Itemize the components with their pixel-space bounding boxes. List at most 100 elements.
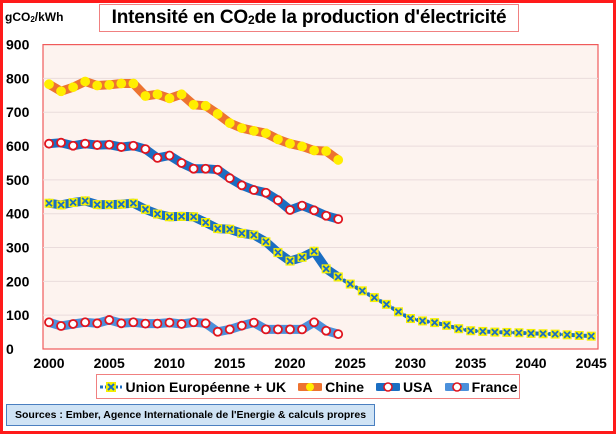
data-point-usa [80, 138, 91, 149]
y-tick-label: 500 [6, 172, 30, 188]
legend-marker-china-icon [298, 382, 323, 391]
data-point-france [116, 318, 127, 329]
data-point-union-europ-enne-uk [140, 204, 150, 214]
legend-marker-eu-icon [99, 381, 122, 392]
data-point-union-europ-enne-uk-projection [393, 307, 403, 317]
y-axis-label: gCO2/kWh [5, 10, 63, 24]
data-point-union-europ-enne-uk [80, 196, 90, 206]
data-point-union-europ-enne-uk [249, 230, 259, 240]
data-point-usa [309, 205, 320, 216]
y-tick-label: 700 [6, 104, 30, 120]
data-point-chine [333, 155, 344, 165]
y-tick-label: 800 [6, 70, 30, 86]
source-note: Sources : Ember, Agence Internationale d… [6, 404, 376, 426]
x-tick-label: 2040 [515, 355, 546, 371]
chart-title-rest: de la production d'électricité [254, 7, 507, 28]
data-point-chine [152, 89, 163, 100]
x-tick-label: 2000 [33, 355, 64, 371]
data-point-france [128, 317, 139, 328]
data-point-chine [285, 138, 295, 149]
data-point-usa [321, 210, 332, 221]
data-point-france [309, 317, 320, 328]
legend-label-china: Chine [325, 378, 365, 395]
data-point-union-europ-enne-uk-projection [381, 299, 391, 309]
series-line-union-europ-enne-uk-projection [336, 275, 594, 339]
y-tick-label: 0 [6, 341, 14, 357]
data-point-chine [92, 80, 103, 91]
x-tick-label: 2010 [154, 355, 185, 371]
data-point-union-europ-enne-uk [213, 224, 223, 234]
data-point-union-europ-enne-uk [44, 198, 54, 208]
data-point-union-europ-enne-uk [189, 212, 199, 222]
legend-item-eu[interactable]: Union Européenne + UK [99, 379, 286, 395]
data-point-france [44, 317, 54, 328]
data-point-chine [176, 89, 187, 100]
data-point-usa [152, 153, 163, 163]
data-point-chine [128, 78, 139, 89]
data-point-chine [104, 79, 115, 90]
legend-item-usa[interactable]: USA [376, 379, 433, 395]
data-point-usa [104, 139, 115, 150]
x-tick-label: 2030 [395, 355, 426, 371]
data-point-france [164, 317, 175, 328]
data-point-union-europ-enne-uk-projection [550, 329, 560, 339]
data-point-usa [44, 138, 54, 149]
data-point-usa [297, 200, 307, 211]
data-point-union-europ-enne-uk-projection [369, 293, 379, 303]
y-tick-label: 200 [6, 273, 30, 289]
data-point-chine [212, 109, 223, 119]
data-point-usa [128, 140, 139, 151]
y-tick-label: 400 [6, 206, 30, 222]
data-point-usa [236, 180, 247, 191]
data-point-france [248, 317, 259, 328]
data-point-union-europ-enne-uk [273, 248, 283, 258]
data-point-france [176, 319, 187, 329]
data-point-france [260, 324, 271, 335]
data-point-chine [56, 86, 66, 97]
data-point-union-europ-enne-uk [92, 200, 102, 210]
data-point-usa [140, 144, 151, 155]
data-point-union-europ-enne-uk [285, 256, 295, 266]
data-point-france [236, 320, 247, 331]
data-point-union-europ-enne-uk [116, 199, 126, 209]
data-point-france [152, 318, 163, 329]
data-point-union-europ-enne-uk-projection [574, 330, 584, 340]
data-point-union-europ-enne-uk [321, 264, 331, 274]
data-point-union-europ-enne-uk-projection [357, 286, 367, 296]
data-point-usa [212, 164, 223, 175]
data-point-usa [164, 150, 175, 161]
y-tick-label: 300 [6, 240, 30, 256]
data-point-france [212, 326, 223, 337]
data-point-usa [68, 140, 78, 151]
data-point-union-europ-enne-uk [261, 237, 271, 247]
data-point-france [80, 317, 91, 328]
data-point-union-europ-enne-uk [165, 212, 174, 222]
legend-item-china[interactable]: Chine [298, 379, 364, 395]
data-point-union-europ-enne-uk-projection [466, 326, 476, 336]
data-point-chine [273, 134, 283, 145]
legend-item-france[interactable]: France [444, 379, 518, 395]
data-point-union-europ-enne-uk [237, 228, 247, 238]
data-point-chine [309, 145, 320, 156]
data-point-chine [44, 79, 54, 90]
data-point-france [224, 324, 235, 335]
data-point-union-europ-enne-uk-projection [454, 324, 464, 334]
data-point-france [285, 324, 295, 335]
y-axis-label-text: gCO [5, 10, 31, 24]
data-point-usa [273, 195, 283, 206]
data-point-chine [321, 146, 332, 157]
data-point-france [140, 318, 151, 329]
data-point-usa [248, 185, 259, 195]
data-point-france [321, 325, 332, 336]
chart-title: Intensité en CO 2 de la production d'élec… [99, 4, 519, 32]
data-point-chine [297, 141, 307, 152]
data-point-france [200, 318, 211, 329]
data-point-chine [224, 118, 235, 128]
legend-label-usa: USA [403, 378, 433, 395]
data-point-france [56, 321, 66, 331]
data-point-union-europ-enne-uk-projection [502, 327, 512, 337]
data-point-union-europ-enne-uk-projection [406, 314, 415, 324]
data-point-chine [260, 128, 271, 139]
data-point-union-europ-enne-uk [201, 218, 211, 228]
